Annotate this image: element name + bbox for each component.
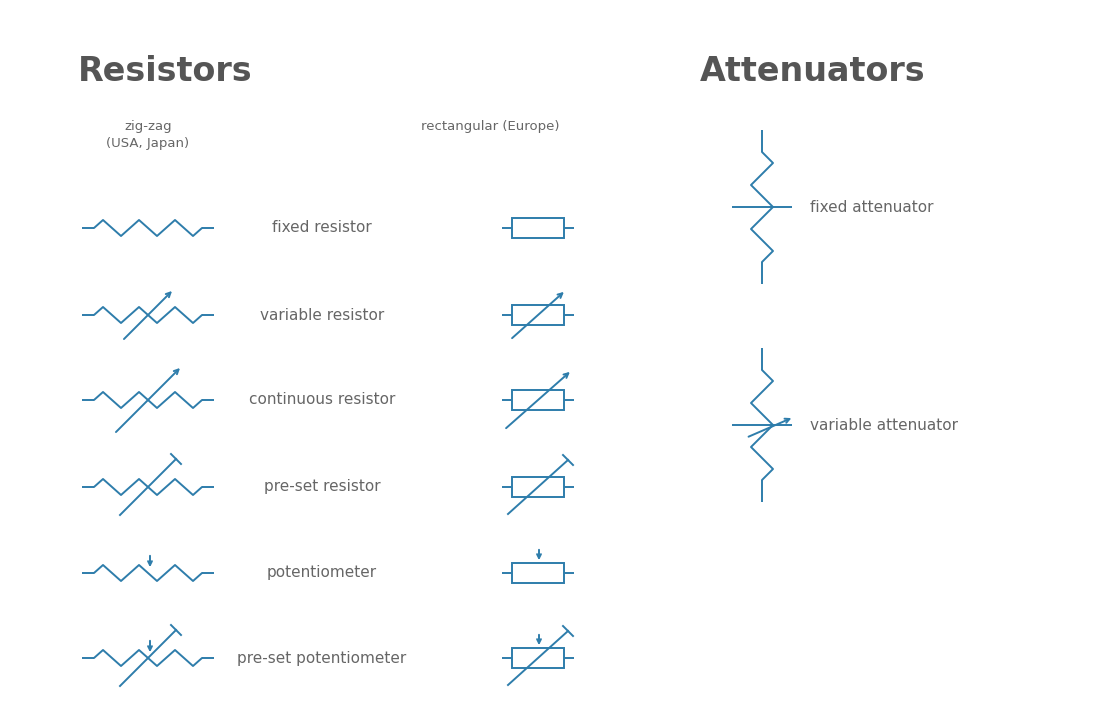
Bar <box>512 218 564 238</box>
Bar <box>512 648 564 668</box>
Bar <box>512 477 564 497</box>
Bar <box>512 390 564 410</box>
Text: Attenuators: Attenuators <box>700 55 926 88</box>
Text: fixed resistor: fixed resistor <box>272 221 372 235</box>
Text: rectangular (Europe): rectangular (Europe) <box>421 120 560 133</box>
Text: potentiometer: potentiometer <box>267 565 377 581</box>
Text: variable attenuator: variable attenuator <box>810 418 957 432</box>
Text: Resistors: Resistors <box>78 55 252 88</box>
Bar <box>512 563 564 583</box>
Text: variable resistor: variable resistor <box>260 308 384 322</box>
Text: fixed attenuator: fixed attenuator <box>810 200 933 214</box>
Text: continuous resistor: continuous resistor <box>249 392 396 408</box>
Text: pre-set resistor: pre-set resistor <box>263 479 380 494</box>
Text: pre-set potentiometer: pre-set potentiometer <box>237 650 407 665</box>
Bar <box>512 305 564 325</box>
Text: zig-zag
(USA, Japan): zig-zag (USA, Japan) <box>106 120 189 150</box>
